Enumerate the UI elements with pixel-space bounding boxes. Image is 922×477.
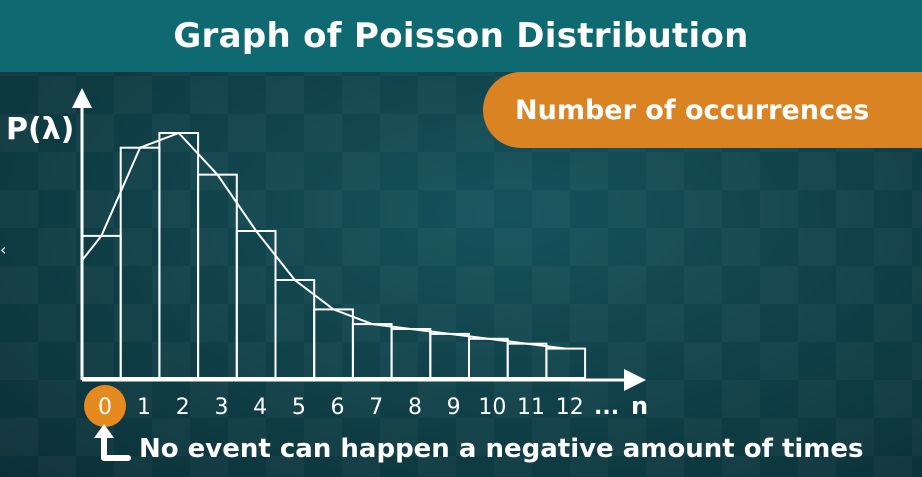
x-tick-label-12: 12	[556, 395, 584, 420]
return-arrow-head-icon	[94, 424, 114, 438]
footnote: No event can happen a negative amount of…	[139, 434, 864, 464]
x-tick-label-3: 3	[214, 395, 228, 420]
bar-8	[390, 328, 432, 379]
bar-11	[506, 342, 548, 380]
bar-2	[158, 132, 200, 379]
bar-0	[81, 234, 122, 379]
distribution-curve	[81, 131, 566, 350]
bar-9	[429, 332, 470, 379]
x-tick-label-7: 7	[369, 395, 383, 420]
y-axis-arrow-icon	[72, 88, 92, 108]
x-tick-label-9: 9	[447, 395, 461, 420]
x-axis-label: n	[631, 392, 648, 420]
x-tick-label-6: 6	[331, 395, 345, 420]
bar-6	[313, 308, 354, 379]
x-axis-ellipsis: ...	[594, 395, 619, 420]
zero-highlight-circle	[84, 385, 126, 427]
x-tick-label-10: 10	[478, 395, 506, 420]
x-tick-label-4: 4	[253, 395, 267, 420]
bar-1	[119, 146, 161, 379]
bar-10	[468, 337, 509, 379]
bar-7	[351, 323, 393, 380]
bar-12	[545, 347, 587, 380]
x-tick-label-1: 1	[137, 395, 151, 420]
bar-5	[274, 279, 316, 379]
chevron-left-icon: ‹	[0, 240, 7, 259]
page-title: Graph of Poisson Distribution	[173, 16, 749, 56]
bar-4	[235, 230, 277, 379]
x-tick-label-11: 11	[517, 395, 545, 420]
occurrences-banner: Number of occurrences	[483, 72, 922, 148]
title-bar: Graph of Poisson Distribution	[0, 0, 922, 72]
return-arrow-icon	[101, 429, 131, 461]
x-tick-label-2: 2	[176, 395, 190, 420]
bar-3	[197, 173, 238, 379]
x-tick-label-5: 5	[292, 395, 306, 420]
x-tick-label-0: 0	[98, 395, 112, 420]
banner-label: Number of occurrences	[515, 94, 870, 126]
x-axis-arrow-icon	[624, 369, 646, 391]
x-tick-label-8: 8	[408, 395, 422, 420]
y-axis-label: P(λ)	[6, 112, 75, 147]
